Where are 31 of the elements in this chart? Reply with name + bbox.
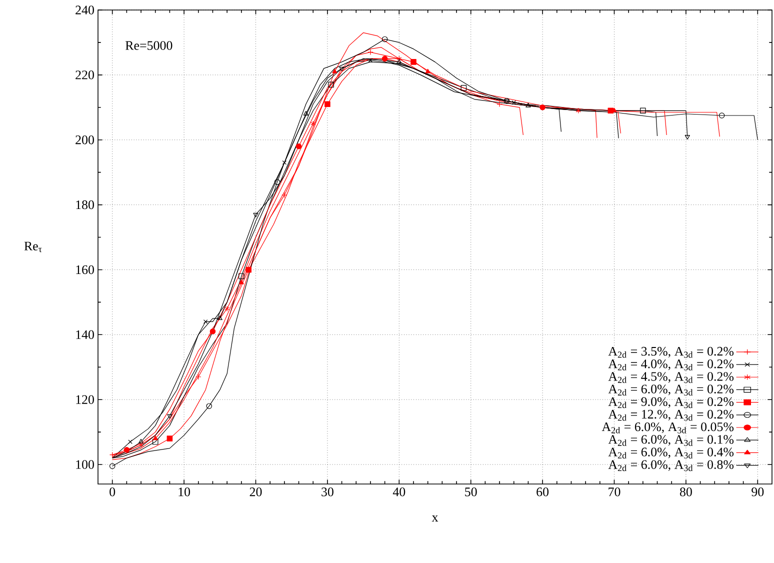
y-tick-label: 220 <box>76 70 94 80</box>
x-tick-label: 70 <box>608 488 620 496</box>
legend-label: A$_{2d}$ = 6.0%, A$_{3d}$ = 0.2% <box>608 384 734 396</box>
y-tick-label: 240 <box>76 6 94 14</box>
x-tick-label: 60 <box>536 488 549 496</box>
y-axis-title: Re$_{τ}$ <box>24 242 42 252</box>
y-tick-label: 120 <box>76 395 94 404</box>
legend-label: A$_{2d}$ = 6.0%, A$_{3d}$ = 0.1% <box>608 435 734 446</box>
x-tick-label: 40 <box>392 488 406 496</box>
y-tick-label: 100 <box>76 460 94 469</box>
y-tick-label: 140 <box>76 330 94 340</box>
x-tick-label: 50 <box>465 488 477 496</box>
y-tick-label: 200 <box>76 135 94 144</box>
y-tick-label: 180 <box>76 200 94 210</box>
x-tick-label: 80 <box>680 488 692 496</box>
x-tick-label: 30 <box>322 488 334 496</box>
x-tick-label: 0 <box>110 488 116 496</box>
x-tick-label: 90 <box>752 488 764 496</box>
legend-label: A$_{2d}$ = 6.0%, A$_{3d}$ = 0.8% <box>608 460 734 472</box>
legend-label: A$_{2d}$ = 12.%, A$_{3d}$ = 0.2% <box>608 410 734 421</box>
legend-label: A$_{2d}$ = 9.0%, A$_{3d}$ = 0.2% <box>608 397 734 408</box>
x-tick-label: 10 <box>178 488 190 496</box>
legend-label: A$_{2d}$ = 6.0%, A$_{3d}$ = 0.4% <box>608 448 734 459</box>
legend-label: A$_{2d}$ = 6.0%, A$_{3d}$ = 0.05% <box>602 422 734 434</box>
x-tick-label: 20 <box>250 488 262 496</box>
legend-label: A$_{2d}$ = 4.5%, A$_{3d}$ = 0.2% <box>608 372 734 383</box>
x-axis-title: x <box>432 516 438 522</box>
annotation: Re=5000 <box>125 41 172 50</box>
legend-label: A$_{2d}$ = 3.5%, A$_{3d}$ = 0.2% <box>608 346 734 358</box>
legend-label: A$_{2d}$ = 4.0%, A$_{3d}$ = 0.2% <box>608 359 734 370</box>
y-tick-label: 160 <box>76 265 94 274</box>
